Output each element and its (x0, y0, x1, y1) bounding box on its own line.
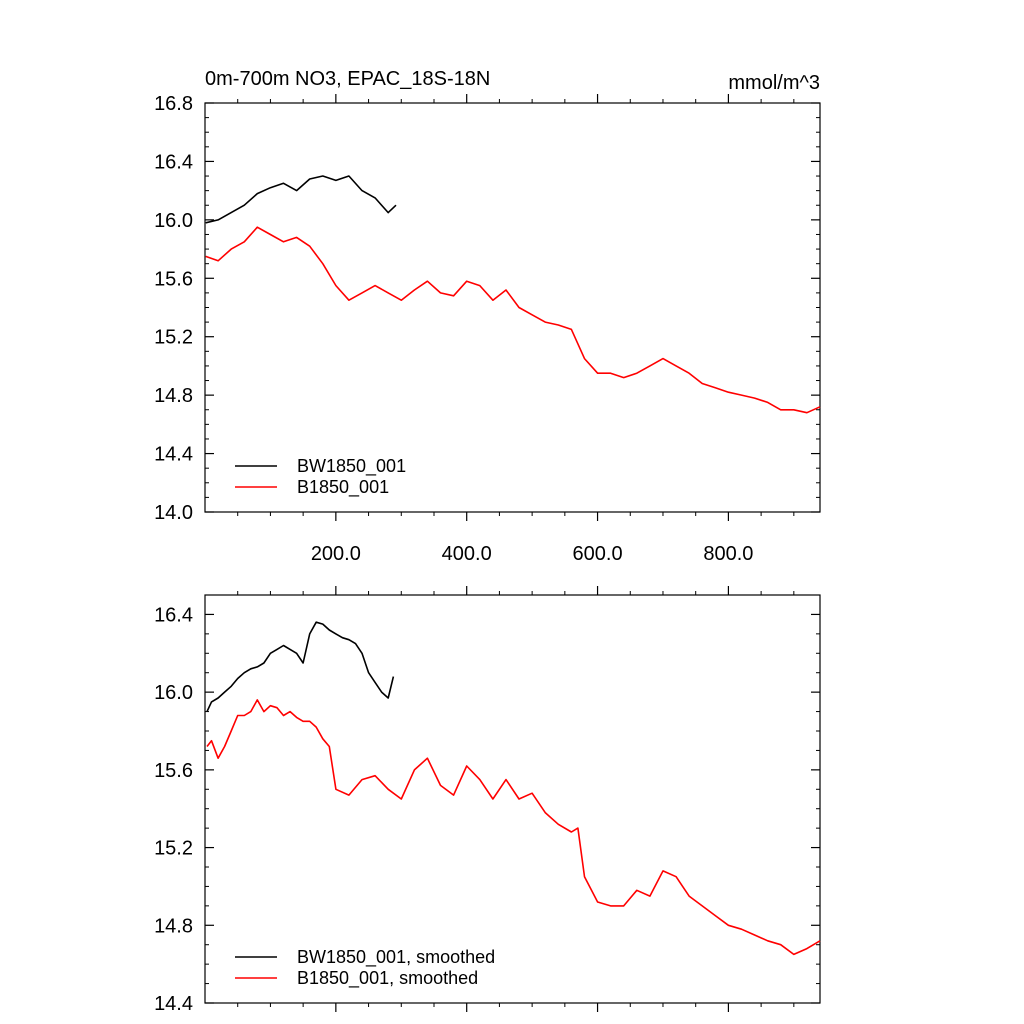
bottom-panel: 14.4 14.8 15.2 15.6 16.0 16.4 BW1850_001, smoo… (154, 586, 821, 1015)
y-tick-label: 16.0 (154, 210, 193, 232)
y-tick-label: 15.2 (154, 327, 193, 349)
x-tick-label: 800.0 (703, 543, 753, 565)
chart-title: 0m-700m NO3, EPAC_18S-18N (205, 68, 490, 90)
legend-label: BW1850_001 (297, 456, 406, 477)
y-tick-label: 16.8 (154, 93, 193, 115)
x-tick-label: 400.0 (442, 543, 492, 565)
plot-frame (204, 102, 821, 513)
series-line-b1850-001-smoothed (206, 699, 821, 956)
y-tick-label: 16.4 (154, 151, 193, 173)
y-tick-label: 16.0 (154, 682, 193, 704)
y-tick-label: 16.4 (154, 604, 193, 626)
legend-label: B1850_001, smoothed (297, 968, 478, 989)
legend-label: BW1850_001, smoothed (297, 947, 495, 968)
legend-label: B1850_001 (297, 477, 389, 498)
x-tick-label: 200.0 (311, 543, 361, 565)
y-tick-label: 14.8 (154, 385, 193, 407)
top-panel: 14.0 14.4 14.8 15.2 15.6 16.0 16.4 16.8 200.0 400… (154, 68, 821, 565)
series-line-bw1850-001 (205, 175, 397, 224)
y-tick-label: 15.6 (154, 760, 193, 782)
y-tick-label: 14.4 (154, 993, 193, 1015)
y-tick-label: 14.4 (154, 444, 193, 466)
series-line-bw1850-001-smoothed (206, 621, 395, 712)
plot-frame (204, 594, 821, 1004)
x-tick-label: 600.0 (573, 543, 623, 565)
units-label: mmol/m^3 (728, 72, 820, 94)
y-tick-label: 15.2 (154, 838, 193, 860)
y-tick-label: 14.0 (154, 502, 193, 524)
y-tick-label: 14.8 (154, 915, 193, 937)
series-line-b1850-001 (205, 226, 821, 414)
y-tick-label: 15.6 (154, 268, 193, 290)
